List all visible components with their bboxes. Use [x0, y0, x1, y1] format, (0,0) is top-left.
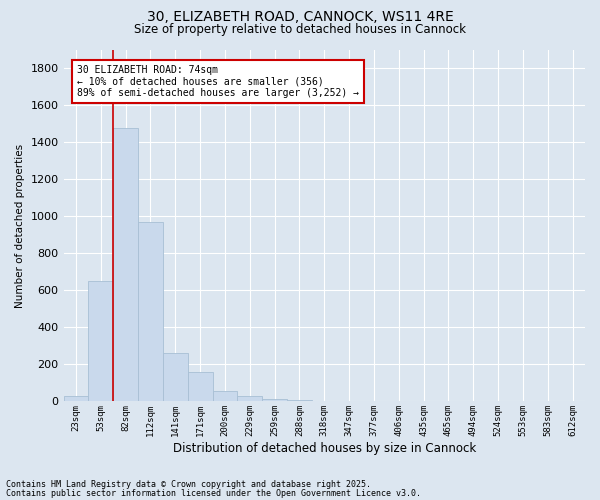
Bar: [113, 128, 138, 402]
Bar: [312, 401, 337, 402]
Bar: [212, 391, 238, 402]
Text: 30 ELIZABETH ROAD: 74sqm
← 10% of detached houses are smaller (356)
89% of semi-: 30 ELIZABETH ROAD: 74sqm ← 10% of detach…: [77, 65, 359, 98]
Bar: [138, 222, 163, 402]
Bar: [88, 281, 113, 402]
Text: Size of property relative to detached houses in Cannock: Size of property relative to detached ho…: [134, 22, 466, 36]
Bar: [188, 372, 212, 402]
Bar: [287, 400, 312, 402]
Bar: [238, 396, 262, 402]
Text: Contains HM Land Registry data © Crown copyright and database right 2025.: Contains HM Land Registry data © Crown c…: [6, 480, 371, 489]
Bar: [163, 354, 188, 402]
Bar: [262, 398, 287, 402]
Y-axis label: Number of detached properties: Number of detached properties: [15, 144, 25, 308]
X-axis label: Distribution of detached houses by size in Cannock: Distribution of detached houses by size …: [173, 442, 476, 455]
Bar: [64, 396, 88, 402]
Text: Contains public sector information licensed under the Open Government Licence v3: Contains public sector information licen…: [6, 488, 421, 498]
Text: 30, ELIZABETH ROAD, CANNOCK, WS11 4RE: 30, ELIZABETH ROAD, CANNOCK, WS11 4RE: [146, 10, 454, 24]
